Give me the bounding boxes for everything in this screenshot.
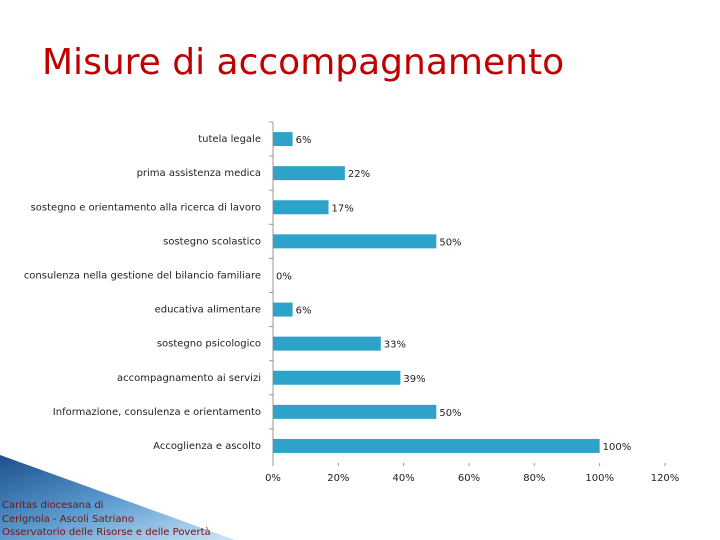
y-tick-label: Accoglienza e ascolto [153, 441, 261, 452]
y-tick-label: educativa alimentare [155, 305, 261, 316]
footer: Cerignola - Ascoli Satriano [2, 514, 134, 525]
y-tick-label: tutela legale [198, 134, 261, 145]
x-tick-label: 20% [327, 473, 349, 484]
data-label: 33% [384, 340, 406, 351]
data-label: 50% [439, 237, 461, 248]
chart-title: Misure di accompagnamento [42, 42, 564, 83]
data-label: 6% [296, 306, 312, 317]
bar [273, 132, 293, 147]
data-label: 22% [348, 169, 370, 180]
bar [273, 370, 401, 385]
y-tick-label: sostegno e orientamento alla ricerca di … [31, 202, 261, 213]
decoration [0, 455, 235, 540]
x-tick-label: 40% [393, 473, 415, 484]
bar [273, 302, 293, 317]
x-tick-label: 100% [585, 473, 614, 484]
y-tick-label: sostegno scolastico [163, 236, 261, 247]
y-tick-label: consulenza nella gestione del bilancio f… [24, 270, 261, 281]
bar [273, 200, 329, 215]
data-label: 0% [276, 271, 292, 282]
bar [273, 336, 381, 351]
footer: Osservatorio delle Risorse e delle Pover… [2, 526, 211, 538]
bar [273, 234, 437, 249]
bar [273, 166, 345, 181]
footer: Caritas diocesana di [2, 500, 103, 511]
data-label: 100% [603, 442, 632, 453]
bar [273, 438, 600, 453]
x-tick-label: 120% [651, 473, 680, 484]
data-label: 50% [439, 408, 461, 419]
data-label: 17% [332, 203, 354, 214]
y-tick-label: Informazione, consulenza e orientamento [53, 407, 261, 418]
x-tick-label: 80% [523, 473, 545, 484]
data-label: 6% [296, 135, 312, 146]
bar [273, 404, 437, 419]
x-tick-label: 60% [458, 473, 480, 484]
x-tick-label: 0% [265, 473, 281, 484]
y-tick-label: sostegno psicologico [157, 339, 261, 350]
y-tick-label: prima assistenza medica [137, 168, 261, 179]
data-label: 39% [403, 374, 425, 385]
y-tick-label: accompagnamento ai servizi [117, 373, 261, 384]
